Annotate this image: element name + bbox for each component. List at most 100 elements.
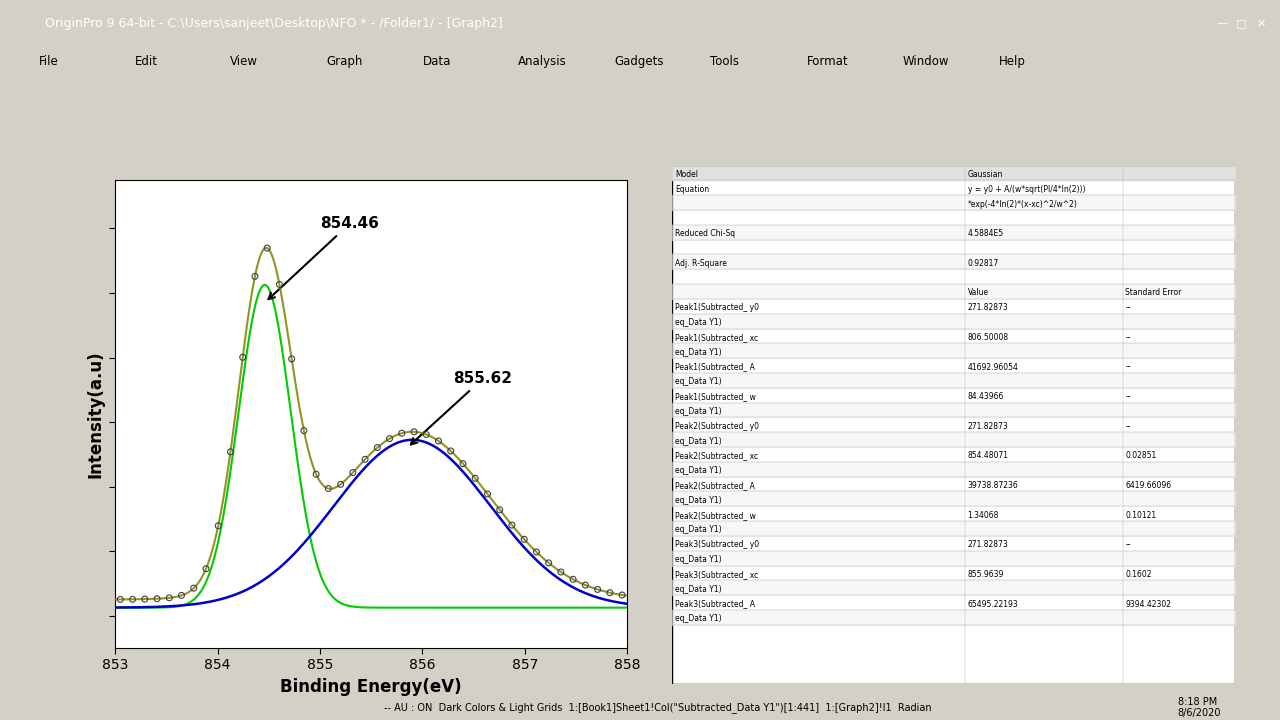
Text: 8:18 PM
8/6/2020: 8:18 PM 8/6/2020 (1178, 697, 1221, 719)
Text: 271.82873: 271.82873 (968, 540, 1009, 549)
Text: eq_Data Y1): eq_Data Y1) (675, 526, 722, 534)
Text: --: -- (1125, 422, 1130, 431)
Text: 855.62: 855.62 (411, 372, 512, 444)
Text: eq_Data Y1): eq_Data Y1) (675, 585, 722, 594)
Text: 1.34068: 1.34068 (968, 510, 1000, 520)
Text: View: View (230, 55, 259, 68)
Point (269, 279, 289, 290)
Text: eq_Data Y1): eq_Data Y1) (675, 467, 722, 475)
Text: 0.10121: 0.10121 (1125, 510, 1157, 520)
Text: Peak2(Subtracted_ A: Peak2(Subtracted_ A (675, 481, 755, 490)
Point (220, 446, 241, 458)
Text: Reduced Chi-Sq: Reduced Chi-Sq (675, 229, 735, 238)
Point (244, 271, 265, 282)
Point (172, 590, 192, 601)
Text: 39738.87236: 39738.87236 (968, 481, 1019, 490)
Text: Peak2(Subtracted_ y0: Peak2(Subtracted_ y0 (675, 422, 759, 431)
Text: Standard Error: Standard Error (1125, 289, 1181, 297)
Point (367, 442, 388, 454)
Point (343, 467, 364, 478)
Point (319, 482, 339, 494)
Point (416, 428, 436, 440)
Point (429, 435, 449, 446)
Text: OriginPro 9 64-bit - C:\Users\sanjeet\Desktop\NFO * - /Folder1/ - [Graph2]: OriginPro 9 64-bit - C:\Users\sanjeet\De… (45, 17, 503, 30)
Text: Equation: Equation (675, 185, 709, 194)
Text: 84.43966: 84.43966 (968, 392, 1004, 401)
Point (233, 351, 253, 363)
FancyBboxPatch shape (672, 166, 1235, 684)
Text: Value: Value (968, 289, 989, 297)
Point (440, 445, 461, 456)
Text: Model: Model (675, 170, 698, 179)
Point (392, 428, 412, 439)
Point (403, 426, 424, 438)
Text: Peak1(Subtracted_ A: Peak1(Subtracted_ A (675, 363, 755, 372)
Y-axis label: Intensity(a.u): Intensity(a.u) (86, 350, 104, 478)
Point (465, 472, 485, 484)
Text: Peak1(Subtracted_ y0: Peak1(Subtracted_ y0 (675, 303, 759, 312)
Text: --: -- (1125, 363, 1130, 372)
Text: —: — (1217, 19, 1228, 28)
Text: 9394.42302: 9394.42302 (1125, 600, 1171, 608)
Point (207, 520, 228, 531)
Point (293, 425, 314, 436)
Text: 41692.96054: 41692.96054 (968, 363, 1019, 372)
Text: 0.02851: 0.02851 (1125, 451, 1157, 460)
Text: 271.82873: 271.82873 (968, 303, 1009, 312)
Text: 6419.66096: 6419.66096 (1125, 481, 1171, 490)
Point (453, 458, 474, 469)
Text: Adj. R-Square: Adj. R-Square (675, 259, 727, 268)
Text: 4.5884E5: 4.5884E5 (968, 229, 1004, 238)
Point (539, 557, 559, 569)
Text: Format: Format (806, 55, 849, 68)
Text: eq_Data Y1): eq_Data Y1) (675, 348, 722, 356)
Text: Peak3(Subtracted_ y0: Peak3(Subtracted_ y0 (675, 540, 759, 549)
Text: --: -- (1125, 540, 1130, 549)
Text: Peak2(Subtracted_ xc: Peak2(Subtracted_ xc (675, 451, 758, 460)
Text: eq_Data Y1): eq_Data Y1) (675, 496, 722, 505)
Point (355, 454, 375, 465)
Text: *exp(-4*ln(2)*(x-xc)^2/w^2): *exp(-4*ln(2)*(x-xc)^2/w^2) (968, 199, 1078, 209)
Text: y = y0 + A/(w*sqrt(PI/4*ln(2))): y = y0 + A/(w*sqrt(PI/4*ln(2))) (968, 185, 1085, 194)
Text: ✕: ✕ (1256, 19, 1266, 28)
Text: eq_Data Y1): eq_Data Y1) (675, 407, 722, 416)
Point (183, 582, 204, 594)
Text: Help: Help (998, 55, 1025, 68)
X-axis label: Binding Energy(eV): Binding Energy(eV) (280, 678, 462, 696)
Text: 854.46: 854.46 (269, 217, 379, 300)
Text: Tools: Tools (710, 55, 740, 68)
Point (599, 587, 620, 598)
Text: Graph: Graph (326, 55, 362, 68)
Text: Window: Window (902, 55, 948, 68)
Text: --: -- (1125, 392, 1130, 401)
Text: □: □ (1236, 19, 1247, 28)
Point (526, 546, 547, 558)
Point (515, 534, 535, 545)
Text: Gaussian: Gaussian (968, 170, 1004, 179)
Text: 806.50008: 806.50008 (968, 333, 1009, 342)
Point (306, 469, 326, 480)
Text: --: -- (1125, 303, 1130, 312)
Text: Analysis: Analysis (518, 55, 567, 68)
Point (550, 566, 571, 577)
Point (612, 589, 632, 600)
Text: 854.48071: 854.48071 (968, 451, 1009, 460)
Point (123, 593, 143, 605)
Point (489, 504, 509, 516)
Text: eq_Data Y1): eq_Data Y1) (675, 614, 722, 624)
Point (110, 594, 131, 606)
Text: eq_Data Y1): eq_Data Y1) (675, 436, 722, 446)
Point (147, 593, 168, 605)
Text: 271.82873: 271.82873 (968, 422, 1009, 431)
Point (563, 574, 584, 585)
Text: 855.9639: 855.9639 (968, 570, 1004, 579)
Text: Data: Data (422, 55, 451, 68)
Text: 0.1602: 0.1602 (1125, 570, 1152, 579)
Point (159, 592, 179, 603)
Text: Peak2(Subtracted_ w: Peak2(Subtracted_ w (675, 510, 755, 520)
Point (502, 519, 522, 531)
Text: eq_Data Y1): eq_Data Y1) (675, 377, 722, 387)
Point (477, 488, 498, 500)
Text: eq_Data Y1): eq_Data Y1) (675, 555, 722, 564)
Text: eq_Data Y1): eq_Data Y1) (675, 318, 722, 327)
